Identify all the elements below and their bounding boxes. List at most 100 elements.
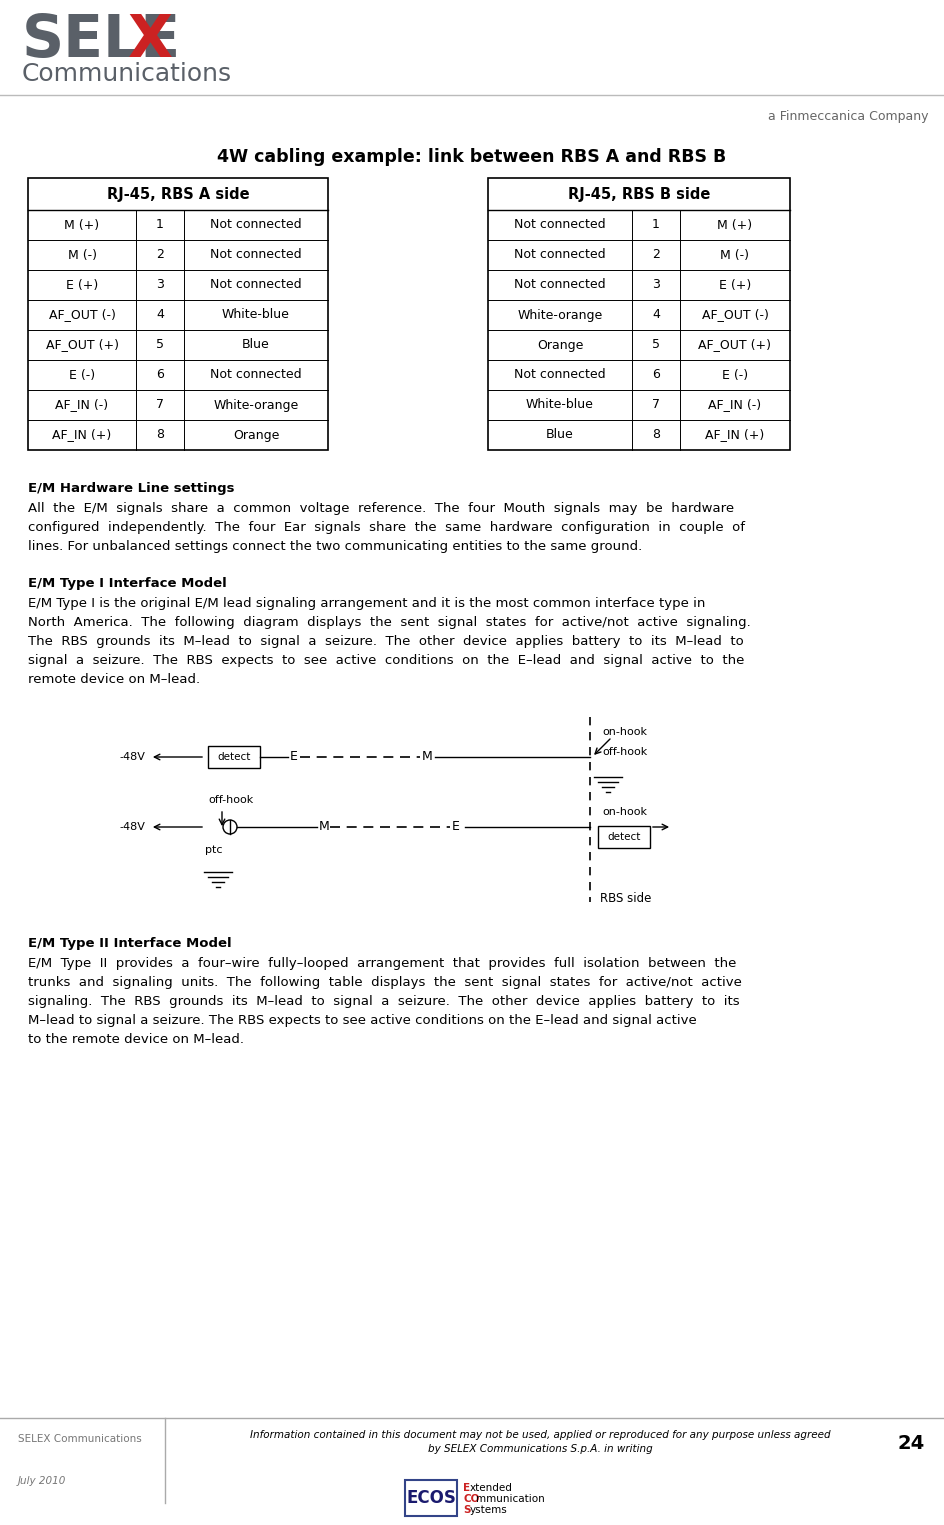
Text: RJ-45, RBS B side: RJ-45, RBS B side bbox=[567, 186, 710, 201]
Text: 6: 6 bbox=[156, 369, 163, 381]
Text: Not connected: Not connected bbox=[514, 369, 605, 381]
Text: 7: 7 bbox=[651, 398, 659, 412]
Text: AF_IN (-): AF_IN (-) bbox=[56, 398, 109, 412]
Text: Communications: Communications bbox=[22, 63, 232, 85]
Text: North  America.  The  following  diagram  displays  the  sent  signal  states  f: North America. The following diagram dis… bbox=[28, 616, 750, 628]
Text: AF_OUT (-): AF_OUT (-) bbox=[48, 308, 115, 322]
Text: S: S bbox=[463, 1505, 470, 1514]
Text: Not connected: Not connected bbox=[514, 249, 605, 261]
Text: AF_IN (+): AF_IN (+) bbox=[52, 429, 111, 442]
Text: E/M Type I Interface Model: E/M Type I Interface Model bbox=[28, 576, 227, 590]
Text: 5: 5 bbox=[156, 339, 164, 351]
Text: E: E bbox=[290, 750, 297, 764]
Text: Information contained in this document may not be used, applied or reproduced fo: Information contained in this document m… bbox=[249, 1430, 830, 1453]
Text: SELE: SELE bbox=[22, 12, 181, 69]
Text: 6: 6 bbox=[651, 369, 659, 381]
Text: Orange: Orange bbox=[232, 429, 278, 442]
Circle shape bbox=[223, 820, 237, 834]
Text: ptc: ptc bbox=[205, 845, 222, 856]
Text: -48V: -48V bbox=[119, 752, 144, 762]
Bar bbox=[28, 178, 328, 450]
Text: 2: 2 bbox=[156, 249, 163, 261]
Text: X: X bbox=[127, 12, 173, 69]
Text: CO: CO bbox=[463, 1494, 479, 1504]
Text: remote device on M–lead.: remote device on M–lead. bbox=[28, 673, 200, 686]
Text: E/M Type II Interface Model: E/M Type II Interface Model bbox=[28, 936, 231, 950]
Text: signaling.  The  RBS  grounds  its  M–lead  to  signal  a  seizure.  The  other : signaling. The RBS grounds its M–lead to… bbox=[28, 994, 739, 1008]
Text: White-blue: White-blue bbox=[526, 398, 594, 412]
Text: M (-): M (-) bbox=[719, 249, 749, 261]
Text: signal  a  seizure.  The  RBS  expects  to  see  active  conditions  on  the  E–: signal a seizure. The RBS expects to see… bbox=[28, 654, 744, 666]
Text: July 2010: July 2010 bbox=[18, 1476, 66, 1485]
Text: AF_OUT (+): AF_OUT (+) bbox=[698, 339, 770, 351]
Text: 8: 8 bbox=[156, 429, 164, 442]
Bar bbox=[405, 1479, 457, 1516]
Text: M: M bbox=[422, 750, 432, 764]
Text: M–lead to signal a seizure. The RBS expects to see active conditions on the E–le: M–lead to signal a seizure. The RBS expe… bbox=[28, 1014, 696, 1026]
Text: E (-): E (-) bbox=[721, 369, 748, 381]
Text: E/M Hardware Line settings: E/M Hardware Line settings bbox=[28, 482, 234, 496]
Text: a Finmeccanica Company: a Finmeccanica Company bbox=[767, 110, 927, 124]
Text: E (-): E (-) bbox=[69, 369, 95, 381]
Text: ECOS: ECOS bbox=[406, 1488, 455, 1507]
Text: Orange: Orange bbox=[536, 339, 582, 351]
Text: RBS side: RBS side bbox=[599, 892, 650, 904]
Text: ystems: ystems bbox=[469, 1505, 507, 1514]
Text: lines. For unbalanced settings connect the two communicating entities to the sam: lines. For unbalanced settings connect t… bbox=[28, 540, 642, 554]
Text: 1: 1 bbox=[651, 218, 659, 232]
Text: 8: 8 bbox=[651, 429, 659, 442]
Text: AF_IN (+): AF_IN (+) bbox=[704, 429, 764, 442]
Text: detect: detect bbox=[607, 833, 640, 842]
Bar bbox=[208, 746, 260, 769]
Text: The  RBS  grounds  its  M–lead  to  signal  a  seizure.  The  other  device  app: The RBS grounds its M–lead to signal a s… bbox=[28, 634, 743, 648]
Text: All  the  E/M  signals  share  a  common  voltage  reference.  The  four  Mouth : All the E/M signals share a common volta… bbox=[28, 502, 733, 515]
Text: to the remote device on M–lead.: to the remote device on M–lead. bbox=[28, 1032, 244, 1046]
Text: M (+): M (+) bbox=[64, 218, 99, 232]
Text: Blue: Blue bbox=[546, 429, 573, 442]
Text: RJ-45, RBS A side: RJ-45, RBS A side bbox=[107, 186, 249, 201]
Text: Blue: Blue bbox=[242, 339, 270, 351]
Text: Not connected: Not connected bbox=[210, 218, 301, 232]
Text: off-hook: off-hook bbox=[601, 747, 647, 756]
Text: 7: 7 bbox=[156, 398, 164, 412]
Text: Not connected: Not connected bbox=[210, 369, 301, 381]
Text: E (+): E (+) bbox=[718, 279, 750, 291]
Text: M (-): M (-) bbox=[67, 249, 96, 261]
Text: 5: 5 bbox=[651, 339, 659, 351]
Text: SELEX Communications: SELEX Communications bbox=[18, 1434, 142, 1444]
Text: xtended: xtended bbox=[469, 1482, 512, 1493]
Text: 4W cabling example: link between RBS A and RBS B: 4W cabling example: link between RBS A a… bbox=[217, 148, 726, 166]
Text: E/M  Type  II  provides  a  four–wire  fully–looped  arrangement  that  provides: E/M Type II provides a four–wire fully–l… bbox=[28, 958, 735, 970]
Text: mmunication: mmunication bbox=[476, 1494, 544, 1504]
Text: Not connected: Not connected bbox=[210, 249, 301, 261]
Text: White-orange: White-orange bbox=[516, 308, 602, 322]
Text: configured  independently.  The  four  Ear  signals  share  the  same  hardware : configured independently. The four Ear s… bbox=[28, 522, 744, 534]
Text: 4: 4 bbox=[651, 308, 659, 322]
Text: E: E bbox=[463, 1482, 469, 1493]
Text: Not connected: Not connected bbox=[514, 218, 605, 232]
Text: -48V: -48V bbox=[119, 822, 144, 833]
Text: Not connected: Not connected bbox=[210, 279, 301, 291]
Text: AF_IN (-): AF_IN (-) bbox=[708, 398, 761, 412]
Text: 3: 3 bbox=[651, 279, 659, 291]
Text: E: E bbox=[451, 820, 460, 834]
Text: E/M Type I is the original E/M lead signaling arrangement and it is the most com: E/M Type I is the original E/M lead sign… bbox=[28, 596, 704, 610]
Text: 4: 4 bbox=[156, 308, 163, 322]
Text: M (+): M (+) bbox=[716, 218, 751, 232]
Text: off-hook: off-hook bbox=[208, 795, 253, 805]
Text: on-hook: on-hook bbox=[601, 807, 647, 817]
Bar bbox=[487, 178, 789, 450]
Text: detect: detect bbox=[217, 752, 250, 762]
Text: 2: 2 bbox=[651, 249, 659, 261]
Text: on-hook: on-hook bbox=[601, 727, 647, 737]
Text: trunks  and  signaling  units.  The  following  table  displays  the  sent  sign: trunks and signaling units. The followin… bbox=[28, 976, 741, 990]
Text: M: M bbox=[319, 820, 329, 834]
Text: 1: 1 bbox=[156, 218, 163, 232]
Text: Not connected: Not connected bbox=[514, 279, 605, 291]
Text: 24: 24 bbox=[897, 1434, 924, 1453]
Text: White-blue: White-blue bbox=[222, 308, 290, 322]
Text: AF_OUT (+): AF_OUT (+) bbox=[45, 339, 118, 351]
Text: White-orange: White-orange bbox=[213, 398, 298, 412]
Text: 3: 3 bbox=[156, 279, 163, 291]
Bar bbox=[598, 827, 649, 848]
